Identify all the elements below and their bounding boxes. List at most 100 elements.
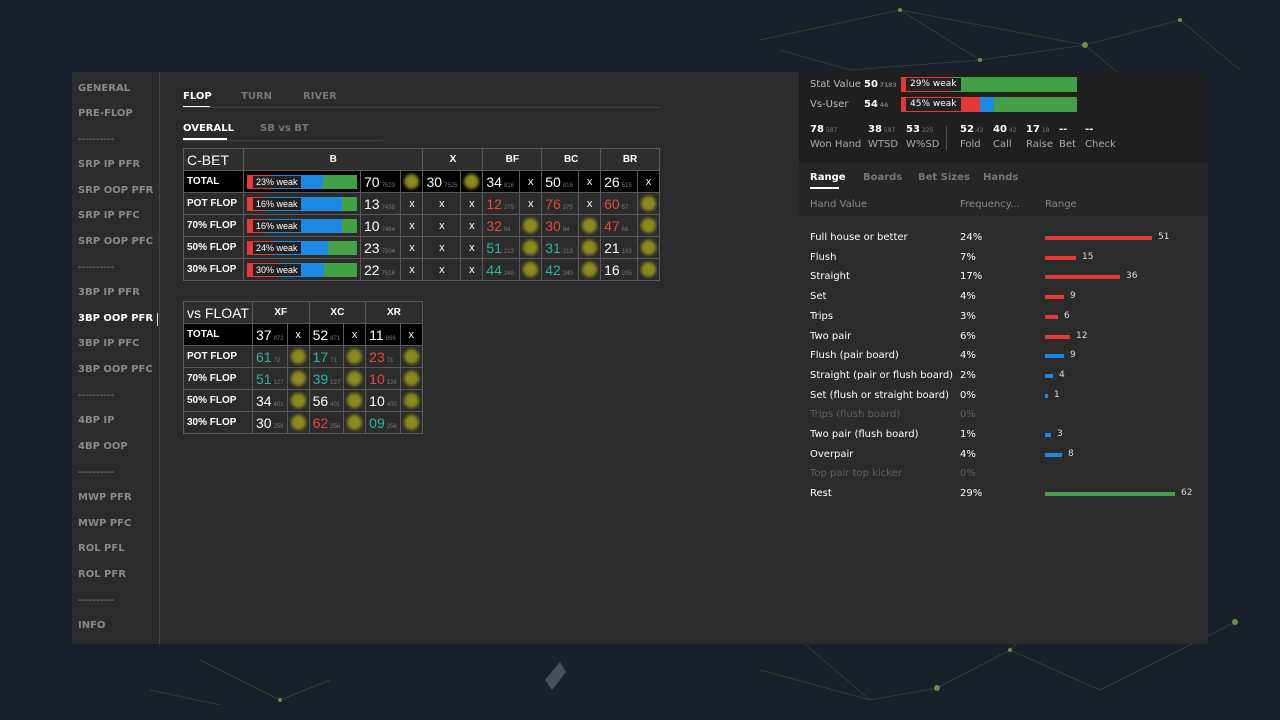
nav-item-srp-oop-pfc[interactable]: SRP OOP PFC	[78, 236, 154, 247]
x-marker: x	[286, 323, 310, 346]
stat-cell[interactable]: 51 213	[482, 236, 521, 259]
blurred-indicator	[399, 411, 423, 434]
stat-cell[interactable]: 34 401	[251, 389, 288, 412]
range-bar	[1045, 452, 1062, 457]
nav-item-4bp-oop[interactable]: 4BP OOP	[78, 441, 128, 452]
col-hand-value[interactable]: Hand Value	[810, 199, 867, 210]
mini-stat-w-sd: 53 225 W%SD	[906, 124, 940, 150]
stat-cell[interactable]: 62 256	[308, 411, 345, 434]
stat-cell[interactable]: 39 127	[308, 367, 345, 390]
range-row[interactable]: Top pair top kicker 0%	[799, 465, 1208, 485]
stat-cell[interactable]: 60 57	[600, 192, 638, 215]
col-frequency[interactable]: Frequency...	[960, 199, 1020, 210]
range-row[interactable]: Straight (pair or flush board) 2% 4	[799, 367, 1208, 387]
col-range[interactable]: Range	[1045, 199, 1077, 210]
tab-overall[interactable]: OVERALL	[183, 123, 234, 134]
stat-cell[interactable]: 12 275	[482, 192, 521, 215]
stat-cell[interactable]: 23 71	[365, 345, 401, 368]
nav-item-mwp-pfc[interactable]: MWP PFC	[78, 518, 132, 529]
tab-turn[interactable]: TURN	[241, 91, 273, 102]
stat-cell[interactable]: 42 240	[541, 258, 580, 281]
range-row[interactable]: Straight 17% 36	[799, 268, 1208, 288]
range-row[interactable]: Trips 3% 6	[799, 308, 1208, 328]
stat-cell[interactable]: 30 84	[541, 214, 580, 237]
range-row[interactable]: Full house or better 24% 51	[799, 229, 1208, 249]
tab-sb-vs-bt[interactable]: SB vs BT	[260, 123, 309, 134]
stat-cell[interactable]: 10 400	[365, 389, 401, 412]
tab-range[interactable]: Range	[810, 172, 846, 183]
table-row: TOTAL 37 872 x 52 871 x 11 866 x	[183, 323, 423, 346]
stat-cell[interactable]: 37 872	[251, 323, 288, 346]
stat-cell[interactable]: 76 275	[541, 192, 580, 215]
range-bar	[1045, 354, 1064, 359]
range-row[interactable]: Two pair 6% 12	[799, 328, 1208, 348]
range-row[interactable]: Two pair (flush board) 1% 3	[799, 426, 1208, 446]
stat-cell[interactable]: 16 205	[600, 258, 638, 281]
nav-item-mwp-pfr[interactable]: MWP PFR	[78, 492, 132, 503]
nav-item-4bp-ip[interactable]: 4BP IP	[78, 415, 115, 426]
stat-cell[interactable]: 47 68	[600, 214, 638, 237]
stat-cell[interactable]: 51 127	[251, 367, 288, 390]
stat-cell[interactable]: 21 183	[600, 236, 638, 259]
stat-cell[interactable]: 09 256	[365, 411, 401, 434]
tab-bet-sizes[interactable]: Bet Sizes	[918, 172, 970, 183]
col-header: XF	[251, 301, 310, 324]
stat-cell[interactable]: 23 7504	[359, 236, 402, 259]
stat-cell[interactable]: 10 7484	[359, 214, 402, 237]
tab-boards[interactable]: Boards	[863, 172, 903, 183]
stat-cell[interactable]: 11 866	[365, 323, 401, 346]
range-row[interactable]: Overpair 4% 8	[799, 446, 1208, 466]
stat-cell[interactable]: 61 72	[251, 345, 288, 368]
nav-item-srp-ip-pfr[interactable]: SRP IP PFR	[78, 159, 141, 170]
nav-item-3bp-oop-pfc[interactable]: 3BP OOP PFC	[78, 364, 153, 375]
nav-item-pre-flop[interactable]: PRE-FLOP	[78, 108, 133, 119]
range-row[interactable]: Set (flush or straight board) 0% 1	[799, 387, 1208, 407]
stat-cell[interactable]: 22 7516	[359, 258, 402, 281]
nav-item-info[interactable]: INFO	[78, 620, 106, 631]
nav-item-3bp-oop-pfr[interactable]: 3BP OOP PFR	[78, 313, 154, 324]
stat-cell[interactable]: 13 7439	[359, 192, 402, 215]
row-label: POT FLOP	[183, 345, 253, 368]
hand-value: Top pair top kicker	[810, 468, 902, 480]
stat-cell[interactable]: 30 256	[251, 411, 288, 434]
nav-item-rol-pfr[interactable]: ROL PFR	[78, 569, 126, 580]
col-header: BF	[482, 148, 543, 171]
vs-user-label: Vs-User	[810, 99, 849, 110]
active-nav-indicator	[157, 313, 158, 326]
tab-river[interactable]: RIVER	[303, 91, 337, 102]
stat-cell[interactable]: 31 213	[541, 236, 580, 259]
nav-item-srp-ip-pfc[interactable]: SRP IP PFC	[78, 210, 140, 221]
stat-cell[interactable]: 32 84	[482, 214, 521, 237]
hand-value: Straight	[810, 271, 850, 283]
strength-bar: 16% weak	[247, 218, 357, 233]
range-row[interactable]: Trips (flush board) 0%	[799, 406, 1208, 426]
mini-stat-check: -- Check	[1085, 124, 1116, 150]
stat-value-bar: 29% weak	[901, 77, 1077, 92]
nav-item-3bp-ip-pfr[interactable]: 3BP IP PFR	[78, 287, 140, 298]
stat-cell[interactable]: 30 7525	[422, 170, 462, 193]
nav-item-3bp-ip-pfc[interactable]: 3BP IP PFC	[78, 338, 140, 349]
range-row[interactable]: Rest 29% 62	[799, 485, 1208, 505]
stat-cell[interactable]: 17 71	[308, 345, 345, 368]
range-row[interactable]: Flush (pair board) 4% 9	[799, 347, 1208, 367]
range-row[interactable]: Set 4% 9	[799, 288, 1208, 308]
stat-cell[interactable]: 34 816	[482, 170, 521, 193]
x-marker: x	[460, 192, 484, 215]
stat-cell[interactable]: 52 871	[308, 323, 345, 346]
nav-item-rol-pfl[interactable]: ROL PFL	[78, 543, 125, 554]
x-marker: x	[399, 323, 423, 346]
stat-cell[interactable]: 70 7523	[359, 170, 402, 193]
stat-cell[interactable]: 10 126	[365, 367, 401, 390]
tab-flop[interactable]: FLOP	[183, 91, 212, 102]
stat-cell[interactable]: 56 401	[308, 389, 345, 412]
stat-cell[interactable]: 44 240	[482, 258, 521, 281]
nav-item-srp-oop-pfr[interactable]: SRP OOP PFR	[78, 185, 154, 196]
range-row[interactable]: Flush 7% 15	[799, 249, 1208, 269]
hand-value: Rest	[810, 488, 832, 500]
stat-cell[interactable]: 26 515	[600, 170, 638, 193]
stat-value: 50 7183	[864, 79, 897, 90]
blurred-indicator	[637, 236, 660, 259]
stat-cell[interactable]: 50 816	[541, 170, 580, 193]
nav-item-general[interactable]: GENERAL	[78, 83, 131, 94]
tab-hands[interactable]: Hands	[983, 172, 1019, 183]
